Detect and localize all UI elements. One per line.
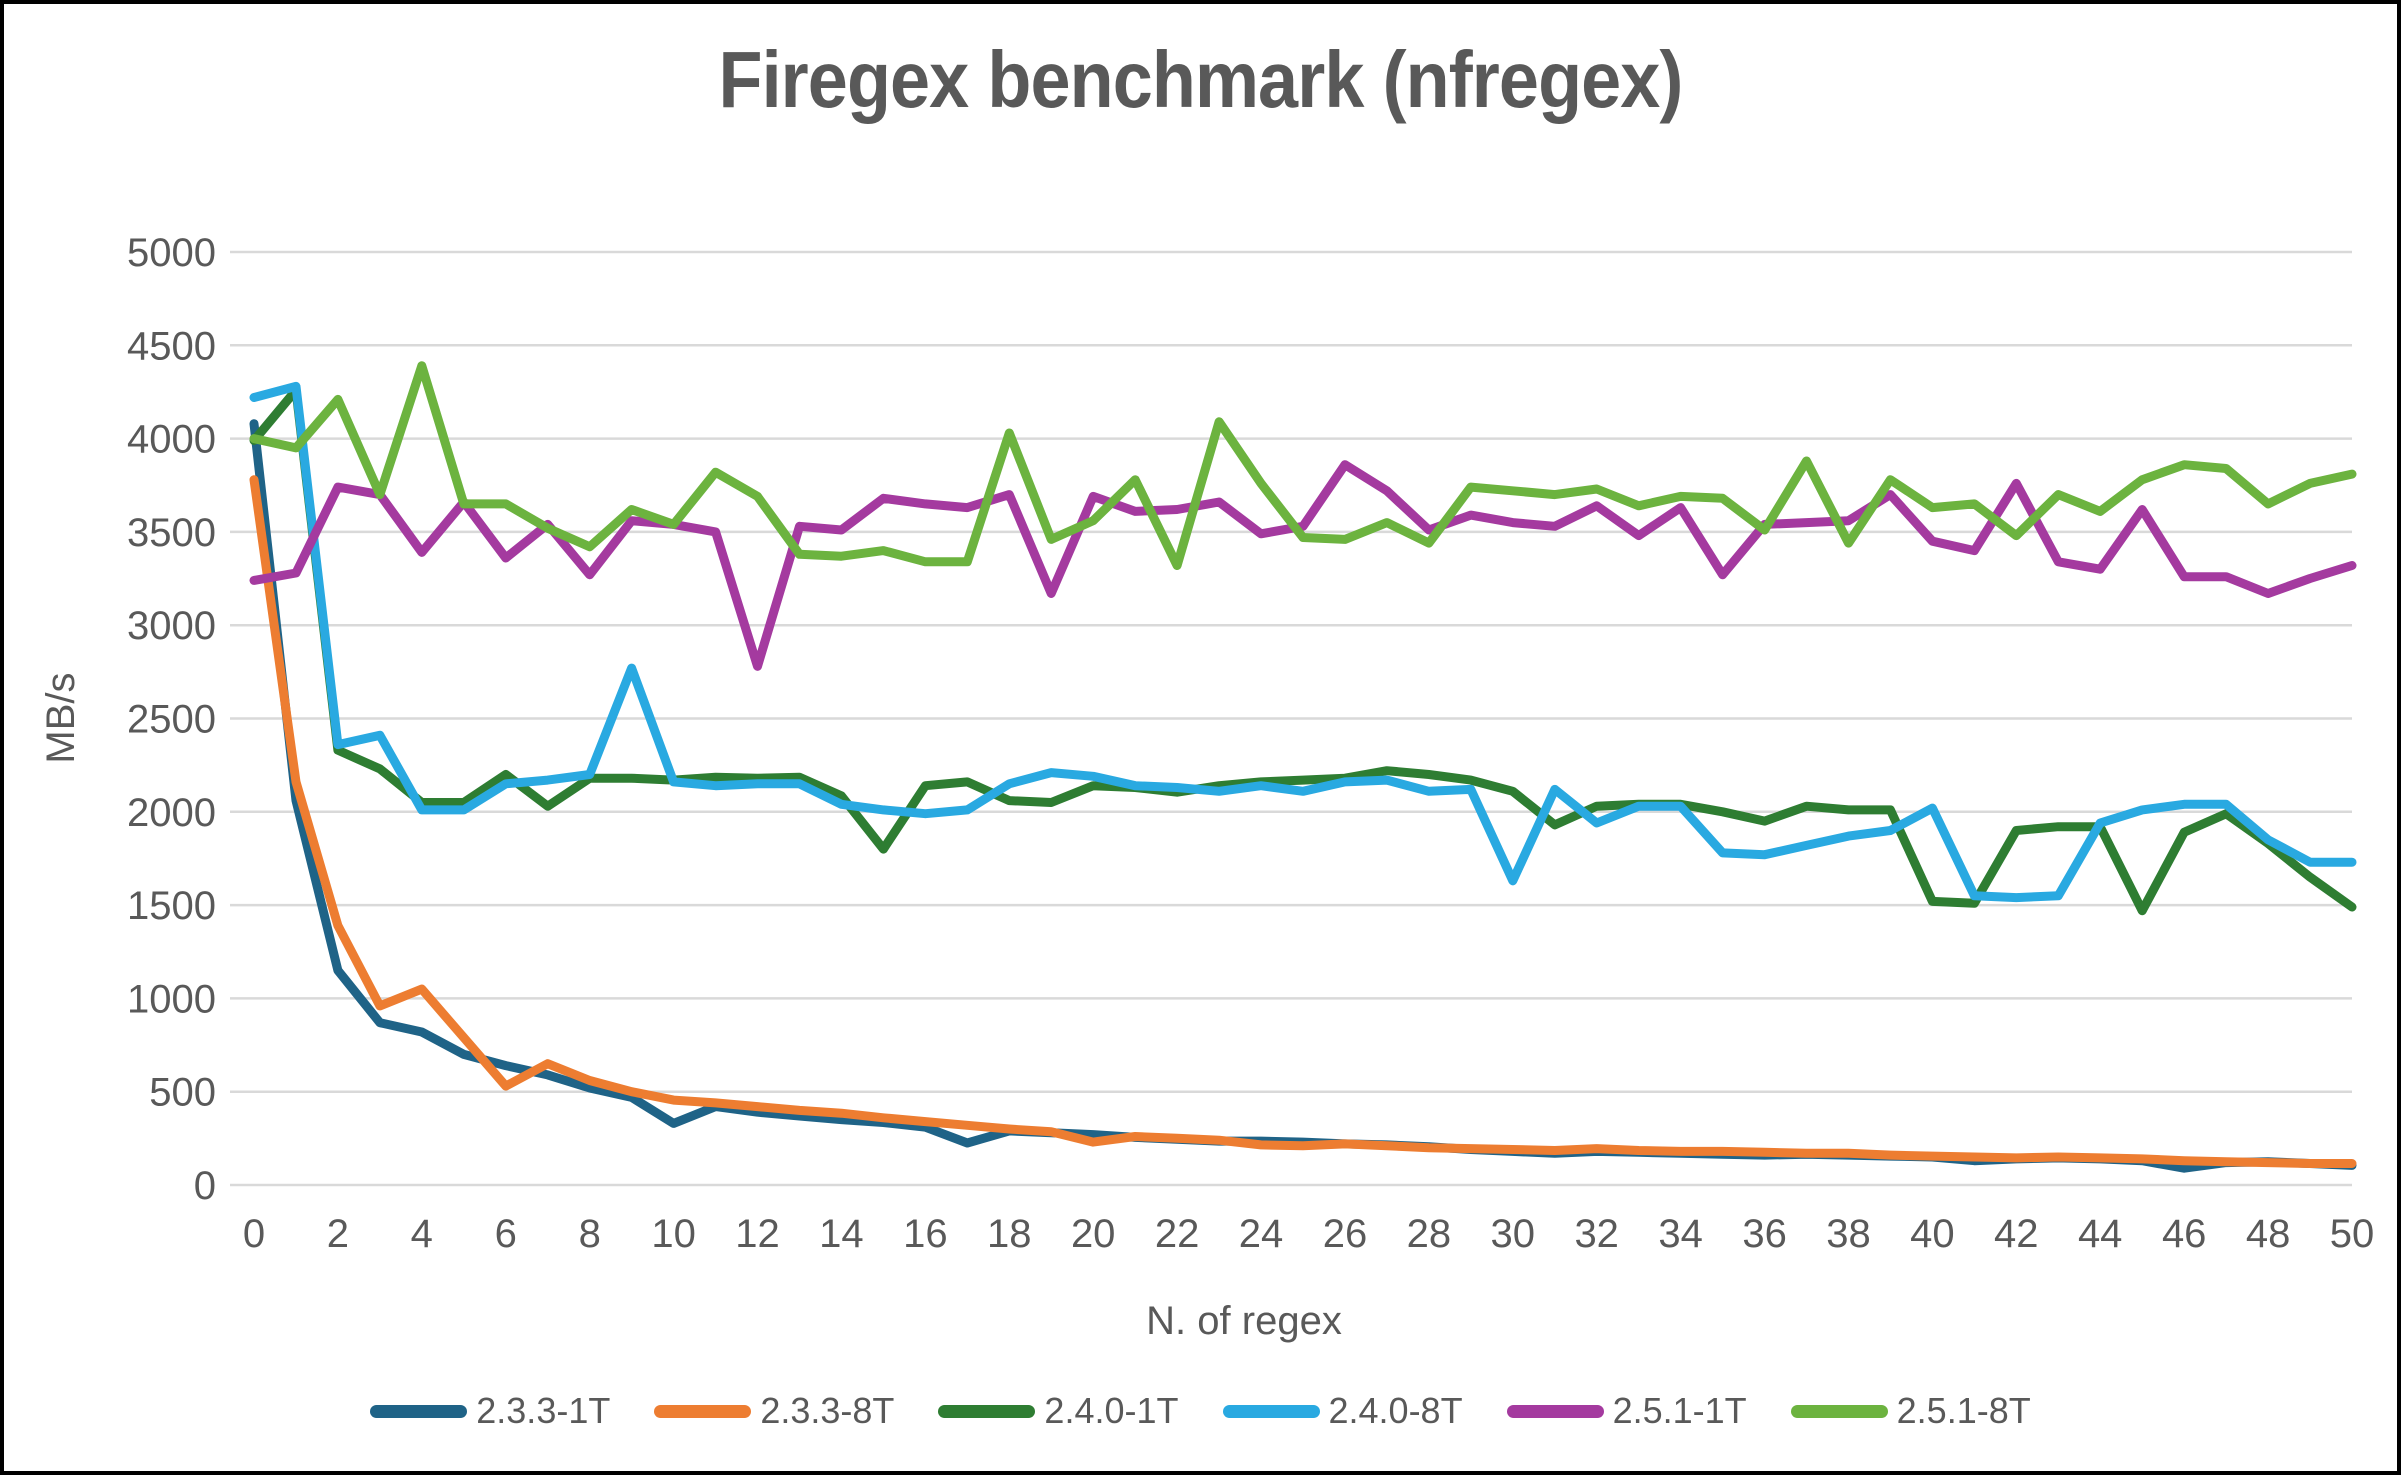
legend-label-2.3.3-1T: 2.3.3-1T xyxy=(476,1390,611,1431)
x-tick-label-2: 2 xyxy=(327,1212,349,1256)
benchmark-chart: 0500100015002000250030003500400045005000… xyxy=(39,231,2375,1343)
y-tick-label-4500: 4500 xyxy=(127,324,216,368)
series-line-2.5.1-1T xyxy=(249,460,2357,671)
y-tick-label-1500: 1500 xyxy=(127,884,216,928)
x-tick-label-36: 36 xyxy=(1742,1212,1787,1256)
x-tick-label-14: 14 xyxy=(819,1212,864,1256)
y-tick-label-2000: 2000 xyxy=(127,791,216,835)
y-tick-label-3000: 3000 xyxy=(127,604,216,648)
x-tick-label-22: 22 xyxy=(1155,1212,1200,1256)
legend-item-2.4.0-1T: 2.4.0-1T xyxy=(938,1390,1179,1432)
x-tick-label-44: 44 xyxy=(2078,1212,2123,1256)
legend-item-2.3.3-8T: 2.3.3-8T xyxy=(654,1390,894,1432)
x-tick-label-26: 26 xyxy=(1323,1212,1368,1256)
x-tick-label-10: 10 xyxy=(651,1212,696,1256)
y-axis-title: MB/s xyxy=(39,672,83,763)
chart-title: Firegex benchmark (nfregex) xyxy=(718,35,1683,124)
y-tick-label-5000: 5000 xyxy=(127,231,216,275)
x-tick-label-8: 8 xyxy=(579,1212,601,1256)
legend-label-2.5.1-8T: 2.5.1-8T xyxy=(1896,1390,2031,1431)
x-tick-label-4: 4 xyxy=(411,1212,433,1256)
x-tick-label-38: 38 xyxy=(1826,1212,1871,1256)
legend-label-2.3.3-8T: 2.3.3-8T xyxy=(760,1390,895,1431)
x-tick-label-48: 48 xyxy=(2246,1212,2291,1256)
legend-item-2.5.1-1T: 2.5.1-1T xyxy=(1506,1390,1747,1432)
x-tick-label-24: 24 xyxy=(1239,1212,1284,1256)
legend: 2.3.3-1T 2.3.3-8T 2.4.0-1T 2.4.0-8T 2.5.1-1T… xyxy=(4,1390,2397,1432)
x-tick-label-0: 0 xyxy=(243,1212,265,1256)
x-tick-label-28: 28 xyxy=(1407,1212,1452,1256)
x-axis-title: N. of regex xyxy=(1146,1299,1342,1343)
legend-swatch-2.5.1-1T xyxy=(1506,1404,1604,1418)
legend-item-2.3.3-1T: 2.3.3-1T xyxy=(370,1390,610,1432)
legend-swatch-2.5.1-8T xyxy=(1790,1404,1888,1418)
x-tick-label-20: 20 xyxy=(1071,1212,1116,1256)
legend-item-2.5.1-8T: 2.5.1-8T xyxy=(1790,1390,2031,1432)
x-tick-label-42: 42 xyxy=(1994,1212,2039,1256)
legend-swatch-2.3.3-8T xyxy=(654,1404,752,1418)
x-tick-label-50: 50 xyxy=(2330,1212,2375,1256)
legend-label-2.5.1-1T: 2.5.1-1T xyxy=(1612,1390,1747,1431)
x-tick-label-6: 6 xyxy=(495,1212,517,1256)
series-line-2.5.1-8T xyxy=(249,361,2357,570)
legend-swatch-2.4.0-1T xyxy=(938,1404,1036,1418)
y-tick-label-1000: 1000 xyxy=(127,977,216,1021)
y-tick-label-0: 0 xyxy=(194,1164,216,1208)
series-line-2.4.0-1T xyxy=(249,385,2357,916)
x-tick-label-40: 40 xyxy=(1910,1212,1955,1256)
legend-label-2.4.0-1T: 2.4.0-1T xyxy=(1044,1390,1179,1431)
x-tick-label-16: 16 xyxy=(903,1212,948,1256)
legend-swatch-2.4.0-8T xyxy=(1222,1404,1320,1418)
series-line-2.3.3-8T xyxy=(249,475,2357,1168)
x-tick-label-12: 12 xyxy=(735,1212,780,1256)
legend-item-2.4.0-8T: 2.4.0-8T xyxy=(1222,1390,1463,1432)
y-tick-label-2500: 2500 xyxy=(127,698,216,742)
x-tick-label-32: 32 xyxy=(1574,1212,1619,1256)
x-tick-label-18: 18 xyxy=(987,1212,1032,1256)
x-tick-label-34: 34 xyxy=(1658,1212,1703,1256)
x-tick-label-30: 30 xyxy=(1491,1212,1536,1256)
y-tick-label-4000: 4000 xyxy=(127,418,216,462)
y-tick-label-500: 500 xyxy=(149,1071,216,1115)
y-tick-label-3500: 3500 xyxy=(127,511,216,555)
legend-swatch-2.3.3-1T xyxy=(370,1404,468,1418)
legend-label-2.4.0-8T: 2.4.0-8T xyxy=(1328,1390,1463,1431)
series-line-2.4.0-8T xyxy=(249,381,2357,903)
x-tick-label-46: 46 xyxy=(2162,1212,2207,1256)
